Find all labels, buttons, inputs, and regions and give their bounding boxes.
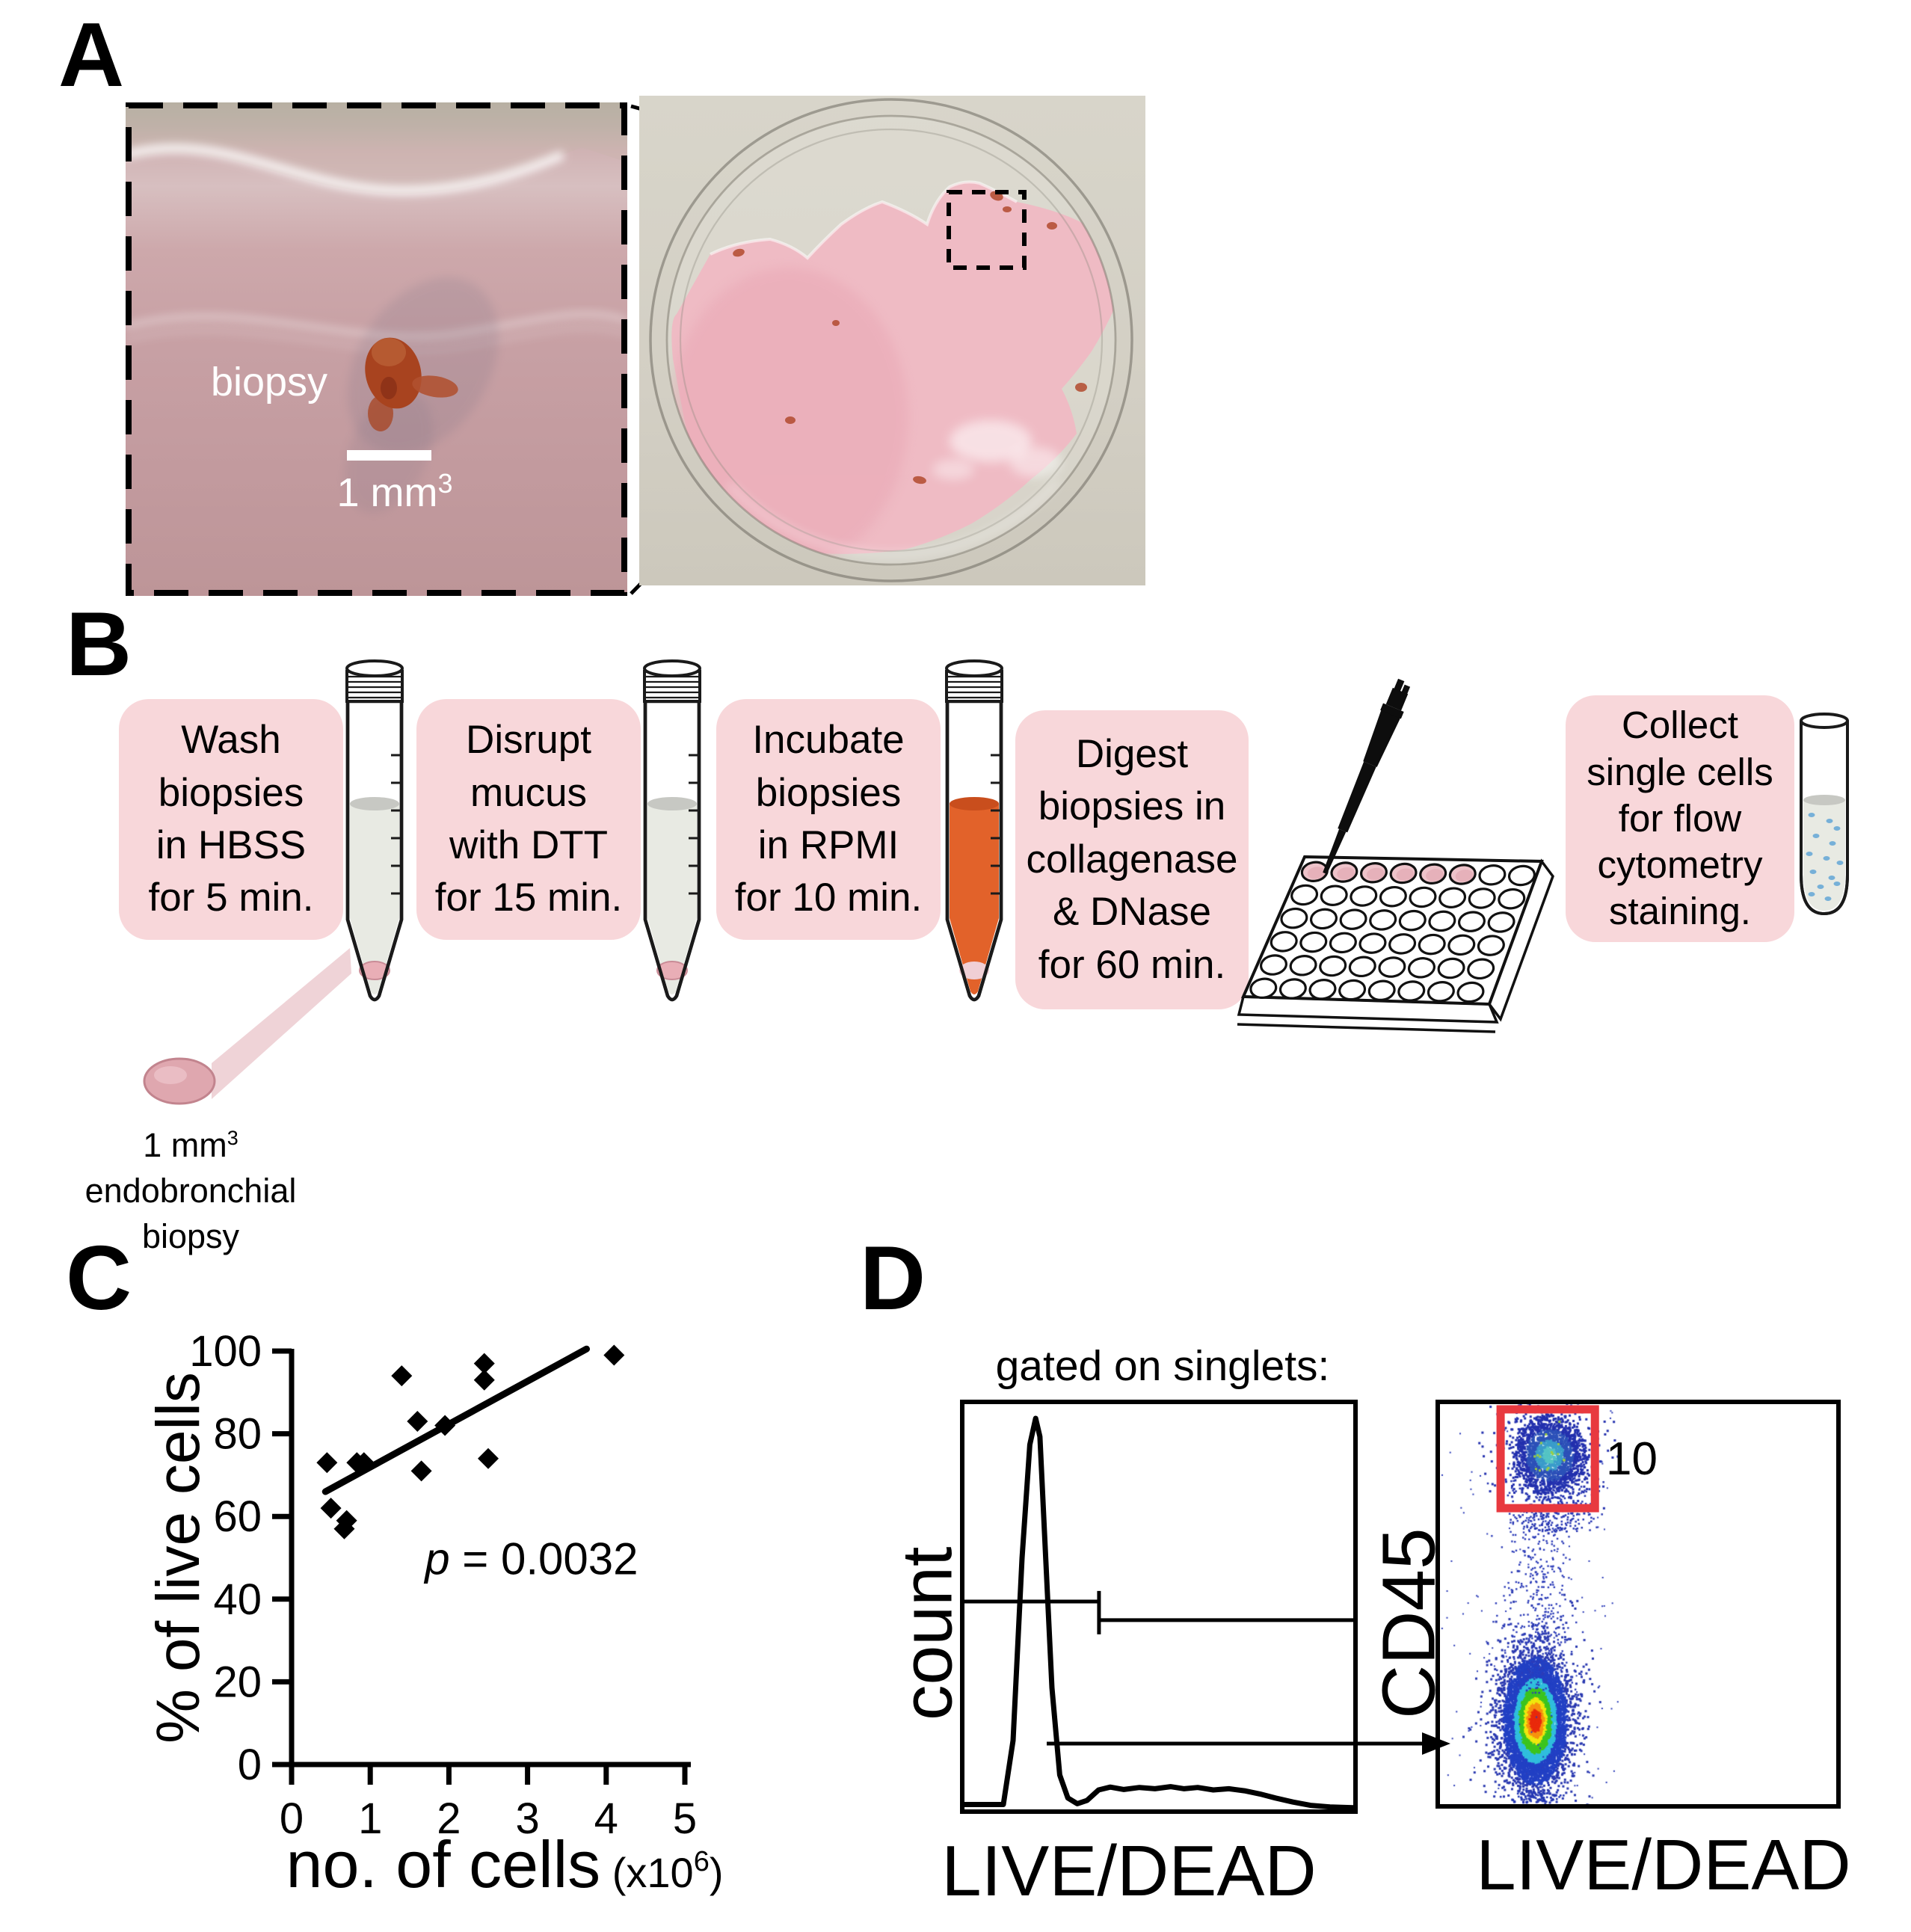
- biopsy-blob-icon: [365, 337, 458, 431]
- biopsy-highlight: [154, 1066, 187, 1084]
- rpmi-tube-icon: [945, 659, 1003, 1002]
- facs-tube-icon: [1800, 713, 1849, 916]
- livedead-histogram: [964, 1415, 1353, 1809]
- svg-text:80: 80: [213, 1410, 262, 1459]
- scale-label: 1 mm3: [336, 468, 452, 515]
- dotplot-x-axis-label: LIVE/DEAD: [1476, 1825, 1851, 1905]
- biopsy-beam-icon: [212, 948, 351, 1099]
- svg-text:5: 5: [673, 1794, 697, 1843]
- petri-dish-photo: [639, 96, 1145, 585]
- well-plate-icon: [1237, 855, 1554, 1033]
- histogram-x-axis-label: LIVE/DEAD: [941, 1831, 1317, 1911]
- svg-text:2: 2: [437, 1794, 461, 1843]
- scale-label-exp: 3: [437, 468, 452, 499]
- step-box-digest: Digest biopsies in collagenase & DNase for 6…: [1015, 710, 1249, 1009]
- zoom-region-box: [947, 190, 1027, 270]
- pipette-icon: [1323, 678, 1411, 875]
- svg-text:p = 0.0032: p = 0.0032: [423, 1534, 638, 1584]
- svg-text:100: 100: [189, 1327, 262, 1376]
- panel-b-label: B: [66, 593, 132, 695]
- scale-bar: [347, 450, 431, 461]
- dish-edge-shade: [126, 102, 627, 194]
- gated-on-singlets-label: gated on singlets:: [995, 1342, 1330, 1390]
- scale-label-base: 1 mm: [336, 470, 437, 515]
- svg-text:20: 20: [213, 1658, 262, 1706]
- inset-photo: biopsy 1 mm3: [126, 102, 627, 596]
- media-puddle-edge: [710, 180, 1018, 260]
- svg-text:4: 4: [594, 1794, 618, 1843]
- live-cells-scatter: 0 20 40 60 80 100 0 1 2 3 4 5 p = 0.0032 % of live ce…: [144, 1327, 724, 1901]
- panel-a-label: A: [58, 4, 125, 105]
- step-box-rpmi: Incubate biopsies in RPMI for 10 min.: [716, 699, 941, 940]
- reflection-2: [1009, 447, 1062, 477]
- dish-rim-mid: [665, 114, 1117, 566]
- wash-tube-icon: [345, 659, 404, 1002]
- gate-arrow-icon: [1047, 1732, 1450, 1755]
- biopsy-label: biopsy: [211, 360, 327, 404]
- reflection-1: [950, 420, 1032, 462]
- inset-dashed-border: [126, 102, 627, 596]
- dish-bottom-highlight: [727, 479, 1060, 557]
- inset-photo-art: biopsy 1 mm3: [126, 102, 627, 596]
- cd45-dotplot: [1440, 1404, 1836, 1804]
- count-axis-label: count: [887, 1546, 967, 1721]
- dish-edge-highlight: [126, 144, 565, 195]
- svg-text:no. of cells (x106): no. of cells (x106): [286, 1827, 724, 1901]
- svg-text:40: 40: [213, 1575, 262, 1624]
- panel-c-label: C: [66, 1227, 132, 1329]
- svg-text:0: 0: [280, 1794, 304, 1843]
- step-box-dtt: Disrupt mucus with DTT for 15 min.: [416, 699, 641, 940]
- dtt-tube-icon: [643, 659, 701, 1002]
- gate-count-label: 10: [1606, 1433, 1658, 1485]
- step-box-wash: Wash biopsies in HBSS for 5 min.: [119, 699, 343, 940]
- biopsy-caption: 1 mm3 endobronchial biopsy: [84, 1126, 297, 1255]
- panel-d-label: D: [860, 1227, 926, 1329]
- svg-text:1: 1: [358, 1794, 382, 1843]
- cd45-gate-overlay: [1496, 1405, 1599, 1513]
- petri-dish-art: [649, 98, 1133, 582]
- svg-text:3: 3: [515, 1794, 539, 1843]
- cd45-dotplot-box: [1435, 1400, 1841, 1809]
- dish-rim-inner: [679, 128, 1104, 553]
- step-box-collect: Collect single cells for flow cytometry stai…: [1566, 695, 1794, 942]
- biopsy-insert-group: [143, 948, 351, 1105]
- reflection-3: [932, 459, 974, 480]
- svg-text:0: 0: [238, 1741, 262, 1789]
- svg-text:60: 60: [213, 1492, 262, 1541]
- svg-text:% of live cells: % of live cells: [144, 1372, 212, 1744]
- dish-rim-outer: [649, 98, 1133, 582]
